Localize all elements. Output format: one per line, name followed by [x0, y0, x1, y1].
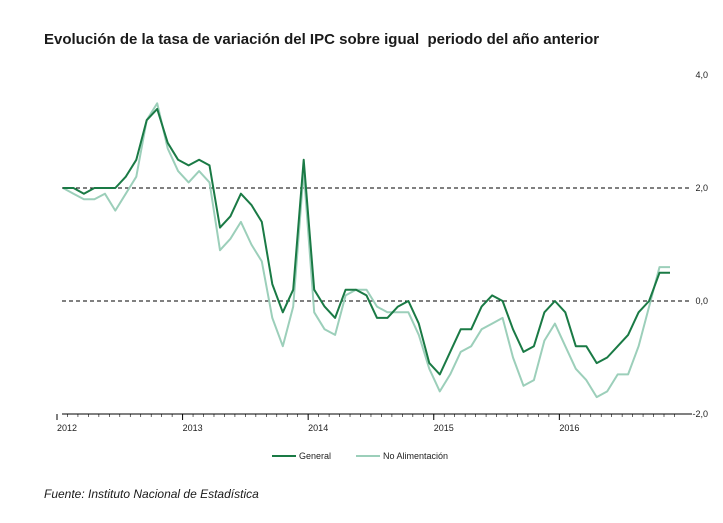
legend-label: No Alimentación — [383, 451, 448, 461]
x-tick-label: 2015 — [434, 423, 454, 433]
series-line-no-alimentacion — [62, 102, 670, 399]
y-tick-label: 2,0 — [695, 183, 708, 193]
y-tick-label: 0,0 — [695, 296, 708, 306]
x-tick-label: 2012 — [57, 423, 77, 433]
axes: 2012 2013 2014 2015 2016 4,0 2,0 0,0 -2,0 — [56, 70, 708, 433]
series-lines — [62, 102, 670, 399]
x-tick-label: 2016 — [559, 423, 579, 433]
x-tick-label: 2013 — [183, 423, 203, 433]
x-tick-label: 2014 — [308, 423, 328, 433]
y-tick-label: -2,0 — [692, 409, 708, 419]
reference-lines — [62, 187, 692, 302]
source-note: Fuente: Instituto Nacional de Estadístic… — [44, 487, 259, 501]
chart-title: Evolución de la tasa de variación del IP… — [44, 31, 600, 48]
y-tick-label: 4,0 — [695, 70, 708, 80]
series-line-general — [63, 107, 670, 376]
legend-label: General — [299, 451, 331, 461]
legend: General No Alimentación — [272, 451, 448, 461]
